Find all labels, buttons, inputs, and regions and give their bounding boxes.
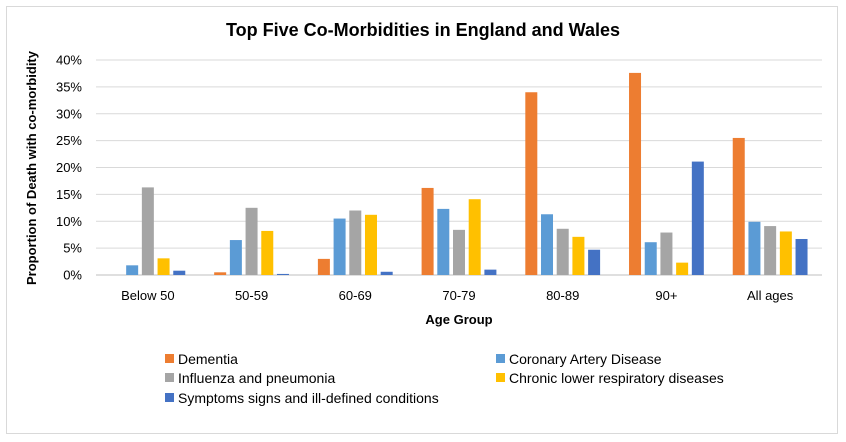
legend-label: Symptoms signs and ill-defined condition… [178,390,439,406]
bar [484,269,497,276]
x-tick-label: Below 50 [121,288,174,303]
legend-swatch [165,354,174,363]
legend-label: Dementia [178,351,238,367]
y-tick-label: 20% [56,160,82,175]
y-axis-title: Proportion of Death with co-morbidity [24,50,39,285]
bar [588,249,601,275]
bar [141,187,154,275]
bars [126,72,808,276]
bar [245,207,258,275]
bar [676,262,689,275]
bar [214,272,227,275]
legend: Dementia Coronary Artery Disease Influenza… [165,351,724,406]
x-tick-label: 60-69 [339,288,372,303]
legend-swatch [165,373,174,382]
bar [453,229,465,275]
bar [779,231,792,275]
legend-label: Chronic lower respiratory diseases [509,370,724,386]
bar [364,214,377,275]
bar [126,265,139,275]
y-tick-label: 40% [56,53,82,68]
legend-swatch [165,393,174,402]
bar [556,228,569,275]
bar [421,187,434,275]
y-tick-label: 10% [56,214,82,229]
y-tick-label: 35% [56,79,82,94]
bar [349,210,362,275]
bar [691,161,704,275]
bar [795,238,808,275]
bar [572,236,585,275]
y-tick-label: 0% [63,268,82,283]
bar [157,258,170,275]
bar [437,208,450,275]
bar [541,214,554,275]
x-axis-ticks: Below 50 50-59 60-69 70-79 80-89 90+ All ages [121,288,794,303]
legend-label: Coronary Artery Disease [509,351,662,367]
bar [317,258,330,276]
bar [333,218,346,275]
y-tick-label: 25% [56,133,82,148]
bar [173,270,186,275]
bar [380,271,393,275]
y-tick-label: 5% [63,241,82,256]
y-tick-label: 30% [56,106,82,121]
bar [276,273,289,275]
bar [525,92,538,275]
y-axis-ticks: 0% 5% 10% 15% 20% 25% 30% 35% 40% [56,53,82,283]
y-tick-label: 15% [56,187,82,202]
x-tick-label: 90+ [655,288,677,303]
bar [748,221,761,275]
legend-swatch [496,354,505,363]
x-axis-title: Age Group [425,312,492,327]
bar [764,226,777,275]
legend-label: Influenza and pneumonia [178,370,335,386]
bar [629,72,642,276]
x-tick-label: 50-59 [235,288,268,303]
bar [732,137,745,275]
legend-swatch [496,373,505,382]
x-tick-label: 80-89 [546,288,579,303]
chart-title: Top Five Co-Morbidities in England and W… [226,20,620,40]
bar [229,240,242,275]
bar [660,232,673,275]
bar [261,230,274,275]
bar [644,242,657,275]
x-tick-label: 70-79 [442,288,475,303]
x-tick-label: All ages [747,288,794,303]
bar [468,199,481,275]
